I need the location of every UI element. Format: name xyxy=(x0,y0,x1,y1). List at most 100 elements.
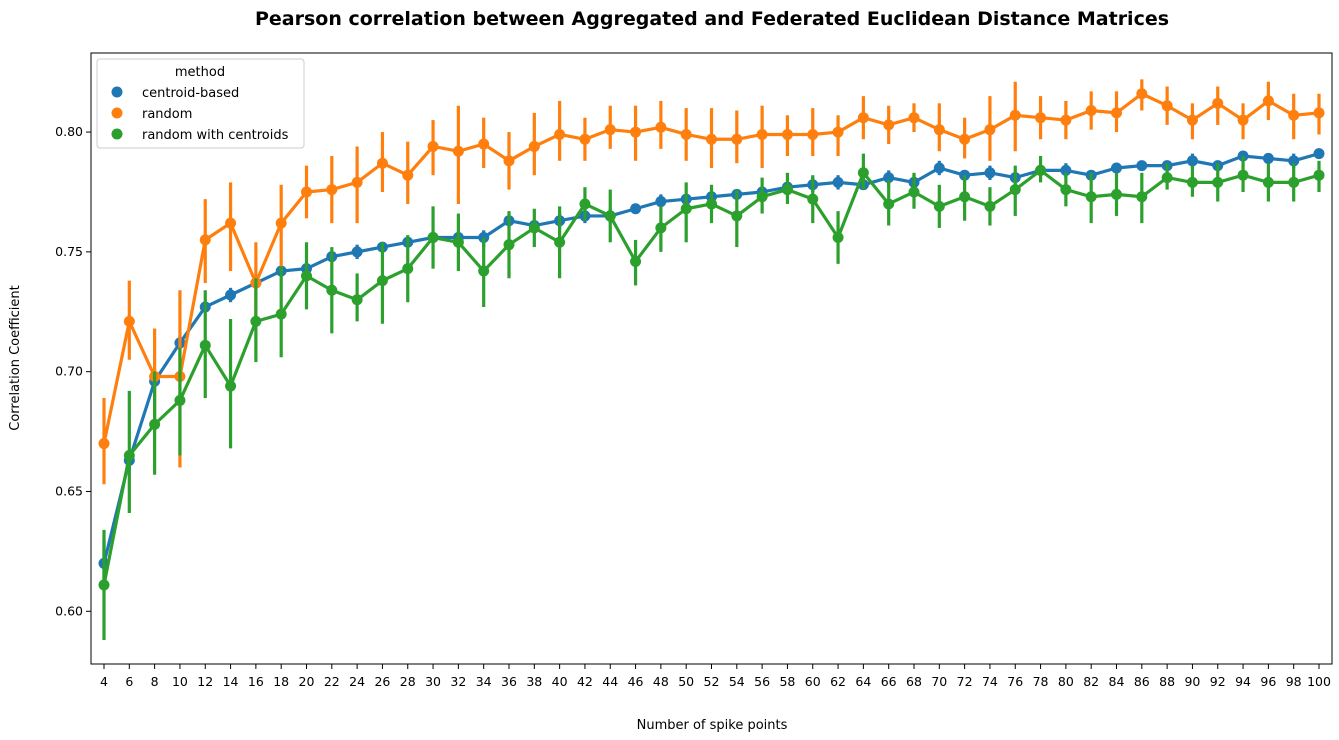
data-point xyxy=(579,198,591,210)
x-tick-label: 28 xyxy=(400,674,416,689)
x-tick-label: 16 xyxy=(248,674,264,689)
x-tick-label: 18 xyxy=(273,674,289,689)
legend-items: centroid-based random random with centroid… xyxy=(111,86,289,143)
data-point xyxy=(1186,114,1198,126)
data-point xyxy=(1060,184,1072,196)
x-tick-label: 32 xyxy=(450,674,466,689)
data-point xyxy=(1111,107,1122,119)
legend-title: method xyxy=(175,65,225,80)
data-point xyxy=(604,210,616,222)
data-point xyxy=(832,126,844,138)
data-point xyxy=(706,198,717,210)
data-point xyxy=(402,169,414,181)
data-point xyxy=(680,128,692,140)
series-random-with-centroids xyxy=(98,153,1325,641)
data-point xyxy=(554,128,566,140)
data-point xyxy=(1009,109,1021,121)
data-point xyxy=(933,124,945,136)
data-point xyxy=(1060,114,1072,126)
data-point xyxy=(98,579,110,591)
data-point xyxy=(908,112,920,124)
x-tick-label: 52 xyxy=(704,674,720,689)
data-point xyxy=(1009,184,1021,196)
data-point xyxy=(351,294,363,306)
data-point xyxy=(1237,114,1249,126)
data-point xyxy=(1288,176,1300,188)
data-point xyxy=(1313,107,1325,119)
data-point xyxy=(503,155,515,167)
data-point xyxy=(1212,176,1224,188)
data-point xyxy=(275,308,287,320)
data-point xyxy=(351,176,363,188)
data-point xyxy=(984,200,996,212)
data-point xyxy=(1161,100,1173,112)
data-point xyxy=(756,191,768,203)
data-point xyxy=(807,128,819,140)
data-point xyxy=(225,289,237,301)
x-tick-label: 8 xyxy=(151,674,159,689)
data-point xyxy=(1288,109,1300,121)
data-point xyxy=(376,275,388,287)
x-tick-label: 36 xyxy=(501,674,517,689)
legend-box xyxy=(96,58,305,149)
y-axis-label: Correlation Coefficient xyxy=(8,285,23,431)
x-tick-label: 62 xyxy=(830,674,846,689)
data-point xyxy=(680,203,692,215)
x-tick-label: 96 xyxy=(1260,674,1276,689)
data-point xyxy=(1111,162,1122,174)
data-point xyxy=(655,196,667,208)
data-point xyxy=(376,157,388,169)
x-tick-label: 82 xyxy=(1083,674,1099,689)
x-tick-label: 88 xyxy=(1159,674,1175,689)
data-point xyxy=(1262,95,1274,107)
data-point xyxy=(452,236,464,248)
data-point xyxy=(1136,191,1148,203)
x-tick-label: 30 xyxy=(425,674,441,689)
legend-entry: random with centroids xyxy=(142,128,289,143)
data-point xyxy=(756,128,768,140)
x-tick-label: 72 xyxy=(957,674,973,689)
data-point xyxy=(301,186,312,198)
x-tick-label: 100 xyxy=(1307,674,1331,689)
legend-marker xyxy=(111,86,123,98)
data-point xyxy=(1136,88,1148,100)
data-point xyxy=(528,222,540,234)
data-point xyxy=(959,133,971,145)
data-point xyxy=(149,418,161,430)
data-point xyxy=(604,124,616,136)
data-point xyxy=(199,339,211,351)
data-point xyxy=(883,198,895,210)
x-tick-label: 78 xyxy=(1033,674,1049,689)
x-tick-label: 98 xyxy=(1286,674,1302,689)
x-tick-label: 56 xyxy=(754,674,770,689)
x-tick-label: 84 xyxy=(1109,674,1125,689)
x-tick-label: 42 xyxy=(577,674,593,689)
x-tick-label: 92 xyxy=(1210,674,1226,689)
data-point xyxy=(275,217,287,229)
data-point xyxy=(123,315,135,327)
x-tick-label: 58 xyxy=(779,674,795,689)
data-point xyxy=(478,138,490,150)
legend: method centroid-based random random with c… xyxy=(96,58,305,149)
x-tick-label: 54 xyxy=(729,674,745,689)
y-axis: 0.60 0.65 0.70 0.75 0.80 xyxy=(55,124,91,618)
data-point xyxy=(655,121,667,133)
x-tick-label: 70 xyxy=(931,674,947,689)
data-point xyxy=(883,172,895,184)
data-point xyxy=(832,231,844,243)
data-point xyxy=(1262,176,1274,188)
plot-area xyxy=(98,79,1325,641)
x-tick-label: 94 xyxy=(1235,674,1251,689)
legend-entry: centroid-based xyxy=(142,86,239,101)
data-point xyxy=(427,231,439,243)
data-point xyxy=(883,119,895,131)
data-point xyxy=(351,246,363,258)
x-tick-label: 66 xyxy=(881,674,897,689)
x-tick-label: 74 xyxy=(982,674,998,689)
legend-marker xyxy=(111,128,123,140)
data-point xyxy=(1313,148,1325,160)
x-tick-label: 48 xyxy=(653,674,669,689)
data-point xyxy=(452,145,464,157)
data-point xyxy=(630,126,642,138)
data-point xyxy=(1186,176,1198,188)
